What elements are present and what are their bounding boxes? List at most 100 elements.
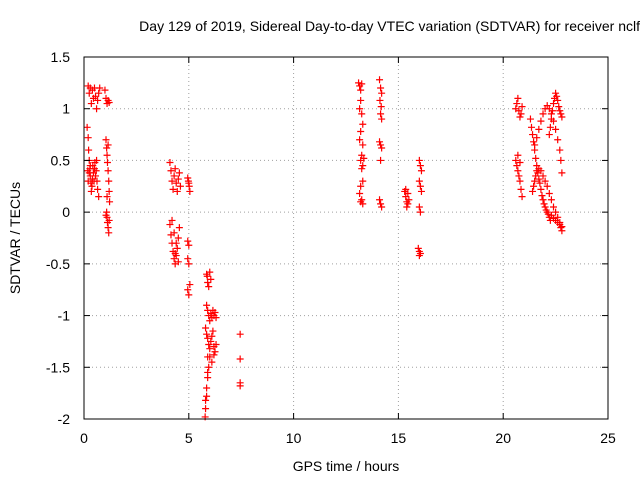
data-point [211, 348, 219, 356]
plot-frame [83, 56, 609, 420]
data-point [104, 224, 112, 232]
data-point [203, 384, 211, 392]
data-point [206, 268, 214, 276]
data-point [185, 291, 193, 299]
data-point [93, 156, 101, 164]
data-point [538, 192, 546, 200]
data-point [535, 175, 543, 183]
data-point [556, 146, 564, 154]
data-point [514, 151, 522, 159]
y-tick-label: 0.5 [51, 152, 71, 168]
data-point [554, 96, 562, 104]
data-point [533, 134, 541, 142]
data-point [359, 177, 367, 185]
data-point [174, 234, 182, 242]
data-point [515, 172, 523, 180]
x-axis-label: GPS time / hours [293, 458, 400, 474]
y-tick-label: -2 [58, 411, 71, 427]
y-tick-label: -1 [58, 308, 71, 324]
data-point [531, 177, 539, 185]
data-point [105, 216, 113, 224]
data-point [93, 177, 101, 185]
data-point [417, 167, 425, 175]
data-point [106, 198, 114, 206]
data-point [360, 154, 368, 162]
data-point [357, 127, 365, 135]
data-point [93, 105, 101, 113]
data-point [103, 193, 111, 201]
data-point [173, 244, 181, 252]
data-point [539, 172, 547, 180]
data-point [205, 283, 213, 291]
data-point [544, 210, 552, 218]
x-tick-label: 20 [495, 430, 511, 446]
data-point [203, 392, 211, 400]
data-point [546, 123, 554, 131]
data-point [552, 125, 560, 133]
data-point [211, 308, 219, 316]
data-point [526, 115, 534, 123]
data-point [184, 237, 192, 245]
data-point [517, 185, 525, 193]
data-point [557, 156, 565, 164]
data-point [208, 332, 216, 340]
data-point [377, 110, 385, 118]
data-point [536, 179, 544, 187]
data-point [203, 301, 211, 309]
data-point [548, 107, 556, 115]
data-point [185, 182, 193, 190]
y-tick-label: 0 [62, 204, 70, 220]
data-point [186, 281, 194, 289]
data-point [174, 175, 182, 183]
data-point [184, 177, 192, 185]
data-point [84, 177, 92, 185]
data-point [514, 94, 522, 102]
data-point [550, 203, 558, 211]
data-point [356, 136, 364, 144]
x-tick-label: 15 [391, 430, 407, 446]
data-point [555, 103, 563, 111]
data-point [516, 113, 524, 121]
y-axis-label: SDTVAR / TECUs [7, 182, 23, 294]
data-point [205, 363, 213, 371]
data-point [102, 211, 110, 219]
data-point [359, 200, 367, 208]
data-point [540, 200, 548, 208]
data-point [377, 141, 385, 149]
data-point [212, 341, 220, 349]
data-point [105, 177, 113, 185]
data-point [94, 96, 102, 104]
data-point [92, 167, 100, 175]
data-point [185, 260, 193, 268]
data-point [105, 99, 113, 107]
data-point [207, 275, 215, 283]
data-point [207, 337, 215, 345]
data-point [359, 120, 367, 128]
data-point [202, 405, 210, 413]
data-point [357, 86, 365, 94]
data-point [558, 169, 566, 177]
data-point [376, 138, 384, 146]
data-point [103, 144, 111, 152]
data-point [403, 203, 411, 211]
data-point [94, 185, 102, 193]
data-point [83, 123, 91, 131]
data-point [539, 196, 547, 204]
data-point [171, 165, 179, 173]
data-point [85, 146, 93, 154]
data-point [543, 182, 551, 190]
data-point [204, 334, 212, 342]
data-point [404, 190, 412, 198]
data-point [516, 177, 524, 185]
data-point [513, 162, 521, 170]
data-point [527, 123, 535, 131]
data-point [535, 125, 543, 133]
data-point [377, 200, 385, 208]
y-tick-label: 1 [62, 101, 70, 117]
data-point [357, 96, 365, 104]
data-point [512, 156, 520, 164]
data-point [513, 100, 521, 108]
data-point [355, 79, 363, 87]
x-axis-ticks: 0 5 10 15 20 25 [80, 57, 616, 446]
